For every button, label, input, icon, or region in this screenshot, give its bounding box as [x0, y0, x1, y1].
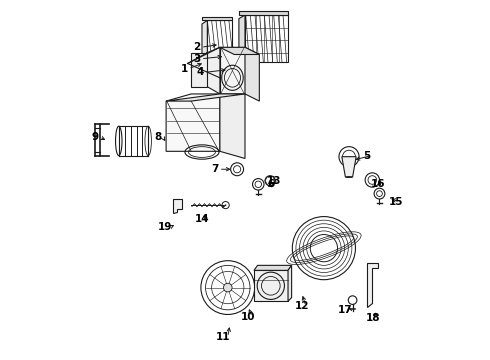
- Text: 15: 15: [389, 197, 403, 207]
- Polygon shape: [166, 94, 220, 151]
- Polygon shape: [220, 94, 245, 158]
- Polygon shape: [254, 270, 288, 301]
- Polygon shape: [202, 21, 207, 56]
- Text: 11: 11: [216, 332, 231, 342]
- Text: 14: 14: [195, 215, 209, 224]
- Polygon shape: [239, 12, 288, 15]
- Circle shape: [223, 283, 232, 292]
- Text: 5: 5: [363, 150, 370, 161]
- Polygon shape: [342, 157, 356, 177]
- Polygon shape: [191, 53, 207, 87]
- Polygon shape: [202, 17, 232, 21]
- Text: 16: 16: [370, 179, 385, 189]
- Text: 2: 2: [193, 42, 200, 52]
- Polygon shape: [239, 15, 245, 65]
- Text: 9: 9: [92, 132, 98, 142]
- Text: 13: 13: [267, 176, 282, 186]
- Polygon shape: [220, 47, 259, 54]
- Text: 4: 4: [196, 67, 204, 77]
- Polygon shape: [288, 265, 292, 301]
- Text: 3: 3: [193, 54, 200, 64]
- Text: 7: 7: [211, 164, 218, 174]
- Polygon shape: [367, 263, 378, 307]
- Text: 18: 18: [366, 313, 381, 323]
- Polygon shape: [207, 47, 220, 94]
- Text: 17: 17: [338, 305, 353, 315]
- Text: 10: 10: [241, 312, 255, 322]
- Polygon shape: [220, 47, 245, 94]
- Polygon shape: [166, 94, 245, 101]
- Text: 8: 8: [154, 132, 162, 142]
- Text: 6: 6: [267, 179, 274, 189]
- Text: 1: 1: [180, 64, 188, 74]
- Text: 12: 12: [294, 301, 309, 311]
- Polygon shape: [172, 199, 182, 213]
- Polygon shape: [254, 265, 292, 270]
- Text: 19: 19: [158, 222, 172, 232]
- Polygon shape: [245, 47, 259, 101]
